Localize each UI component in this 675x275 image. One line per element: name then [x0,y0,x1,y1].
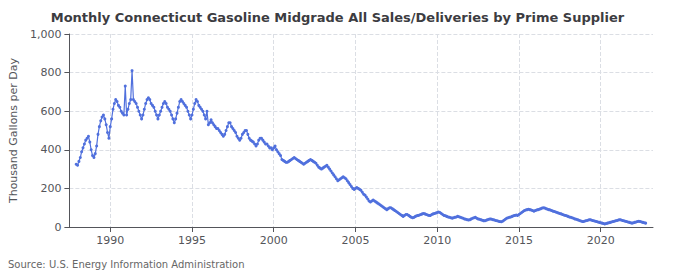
svg-text:2015: 2015 [505,234,533,247]
svg-text:2020: 2020 [587,234,615,247]
svg-text:1,000: 1,000 [30,28,62,41]
svg-text:800: 800 [40,66,61,79]
svg-text:0: 0 [54,221,61,234]
svg-text:2010: 2010 [423,234,451,247]
svg-text:400: 400 [40,143,61,156]
svg-text:200: 200 [40,182,61,195]
svg-text:2000: 2000 [260,234,288,247]
svg-text:Thousand Gallons per Day: Thousand Gallons per Day [7,57,20,204]
svg-text:1995: 1995 [178,234,206,247]
svg-text:Monthly Connecticut Gasoline M: Monthly Connecticut Gasoline Midgrade Al… [51,10,625,25]
svg-text:Source: U.S. Energy Informatio: Source: U.S. Energy Information Administ… [8,259,245,270]
svg-text:600: 600 [40,105,61,118]
svg-text:2005: 2005 [341,234,369,247]
svg-text:1990: 1990 [96,234,124,247]
